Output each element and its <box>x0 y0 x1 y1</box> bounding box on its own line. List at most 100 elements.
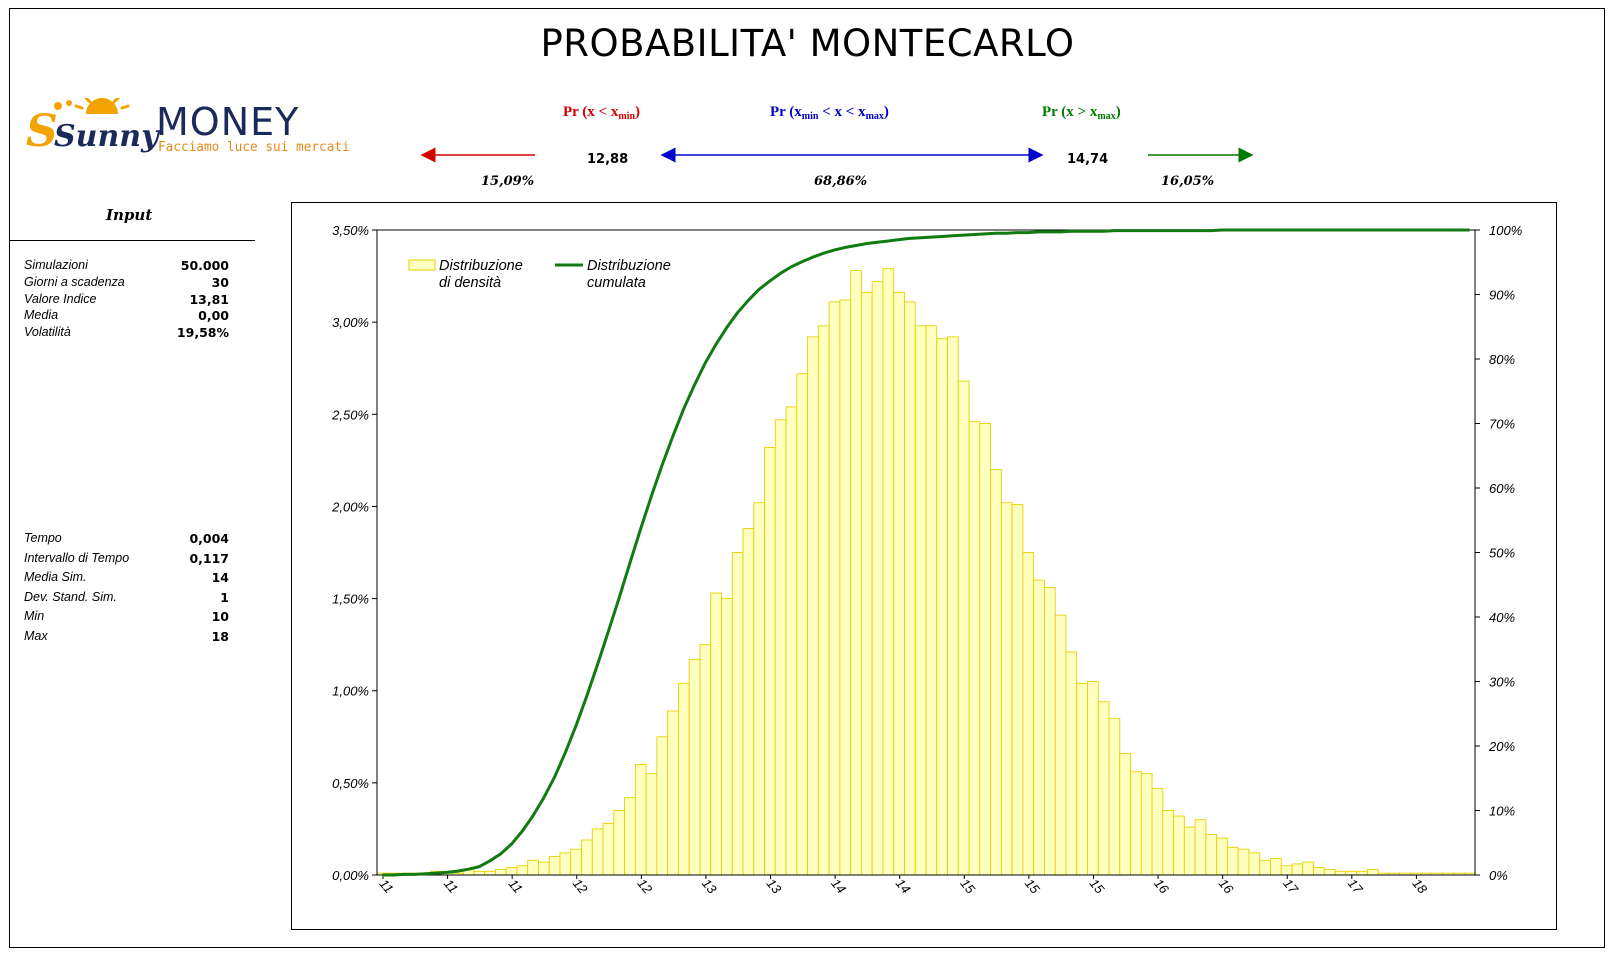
prob-right-pct: 16,05% <box>1161 174 1215 189</box>
param-row: Simulazioni 50.000 <box>24 258 229 274</box>
density-bar <box>1302 861 1314 876</box>
density-bar <box>1087 681 1099 876</box>
y-right-tick-label: 60% <box>1489 481 1515 496</box>
param-value: 10 <box>211 609 229 625</box>
x-tick-label: 16 <box>1151 876 1172 897</box>
x-min-value: 12,88 <box>587 152 629 167</box>
density-bar <box>484 870 496 876</box>
x-tick-label: 13 <box>764 876 785 897</box>
density-bar <box>742 528 755 876</box>
page-title: PROBABILITA' MONTECARLO <box>540 22 1075 65</box>
density-bar <box>473 870 486 876</box>
param-label: Min <box>24 609 45 624</box>
legend-cumulative-label-2: cumulata <box>587 275 646 291</box>
density-bar <box>1119 752 1131 876</box>
y-left-tick-label: 1,50% <box>332 592 369 607</box>
density-bar <box>893 292 905 876</box>
density-bar <box>634 763 647 876</box>
density-bar <box>850 270 862 876</box>
param-value: 13,81 <box>189 291 229 307</box>
density-bar <box>1043 587 1056 876</box>
param-label: Media Sim. <box>24 570 87 585</box>
density-bar <box>936 338 948 876</box>
density-bar <box>645 773 658 876</box>
density-bar <box>731 552 744 876</box>
density-bar <box>1356 870 1368 876</box>
density-bar <box>602 822 615 876</box>
prob-mid-label: Pr (xmin < x < xmax) <box>770 104 889 122</box>
density-bar <box>1162 810 1175 876</box>
density-bar <box>1237 848 1250 876</box>
y-right-tick-label: 10% <box>1489 804 1515 819</box>
density-bar <box>925 325 938 876</box>
density-bar <box>871 281 884 876</box>
legend-density-label-2: di densità <box>439 275 501 291</box>
density-bar <box>516 865 529 876</box>
logo: S Sunny MONEY Facciamo luce sui mercati <box>24 98 350 168</box>
density-bar <box>1345 870 1358 876</box>
density-bar <box>1323 869 1336 876</box>
density-bar <box>613 810 626 876</box>
density-bar <box>1248 852 1261 876</box>
density-bar <box>947 336 959 876</box>
prob-mid-sub2: max <box>865 111 884 122</box>
param-row: Media 0,00 <box>24 308 229 324</box>
density-bar <box>914 325 927 876</box>
density-bar <box>990 469 1002 876</box>
prob-left-label: Pr (x < xmin) <box>563 104 640 122</box>
param-value: 30 <box>211 274 229 290</box>
density-bar <box>494 869 507 876</box>
prob-mid-pct: 68,86% <box>814 174 868 189</box>
x-tick-label: 11 <box>376 876 396 896</box>
x-max-value: 14,74 <box>1067 152 1109 167</box>
density-bar <box>699 644 712 876</box>
density-bar <box>667 710 679 876</box>
density-bar <box>839 299 852 876</box>
param-label: Valore Indice <box>24 291 97 306</box>
prob-left-prefix: Pr (x < x <box>563 104 619 120</box>
density-bar <box>1173 815 1185 876</box>
density-bar <box>624 797 636 876</box>
y-right-tick-label: 100% <box>1489 223 1522 238</box>
prob-right-label: Pr (x > xmax) <box>1042 104 1121 122</box>
density-bar <box>559 852 572 876</box>
x-tick-label: 15 <box>1087 876 1108 897</box>
prob-mid-middle: < x < x <box>818 104 866 120</box>
param-row: Giorni a scadenza 30 <box>24 275 229 291</box>
density-bar <box>882 268 895 876</box>
prob-mid-sub1: min <box>801 111 819 122</box>
input-title: Input <box>106 206 153 224</box>
x-tick-label: 16 <box>1216 876 1237 897</box>
param-row: Max 18 <box>24 629 229 645</box>
param-row: Tempo 0,004 <box>24 531 229 547</box>
density-bar <box>1205 834 1218 876</box>
density-bar <box>1022 552 1035 876</box>
y-left-tick-label: 3,50% <box>332 223 369 238</box>
density-bar <box>968 421 981 876</box>
density-bar <box>1000 502 1013 876</box>
page-frame <box>9 8 1605 948</box>
density-bar <box>1270 857 1282 876</box>
density-bar <box>1194 819 1207 876</box>
density-bar <box>570 848 582 876</box>
x-tick-label: 17 <box>1345 876 1366 897</box>
density-bar <box>979 423 992 876</box>
y-right-tick-label: 80% <box>1489 352 1515 367</box>
density-bar <box>548 856 561 876</box>
y-right-tick-label: 30% <box>1489 675 1515 690</box>
param-label: Tempo <box>24 531 62 545</box>
y-right-tick-label: 50% <box>1489 546 1515 561</box>
density-bar <box>1097 701 1110 876</box>
density-bar <box>807 336 819 876</box>
x-tick-label: 12 <box>570 876 591 897</box>
density-bar <box>677 682 690 876</box>
y-left-tick-label: 2,00% <box>331 499 369 514</box>
density-bar <box>1183 826 1196 876</box>
param-row: Min 10 <box>24 609 229 625</box>
param-value: 14 <box>211 570 229 586</box>
param-row: Valore Indice 13,81 <box>24 292 229 308</box>
param-value: 0,004 <box>189 531 229 546</box>
density-bar <box>785 406 798 876</box>
density-bar <box>1216 837 1228 876</box>
prob-right-prefix: Pr (x > x <box>1042 104 1098 120</box>
